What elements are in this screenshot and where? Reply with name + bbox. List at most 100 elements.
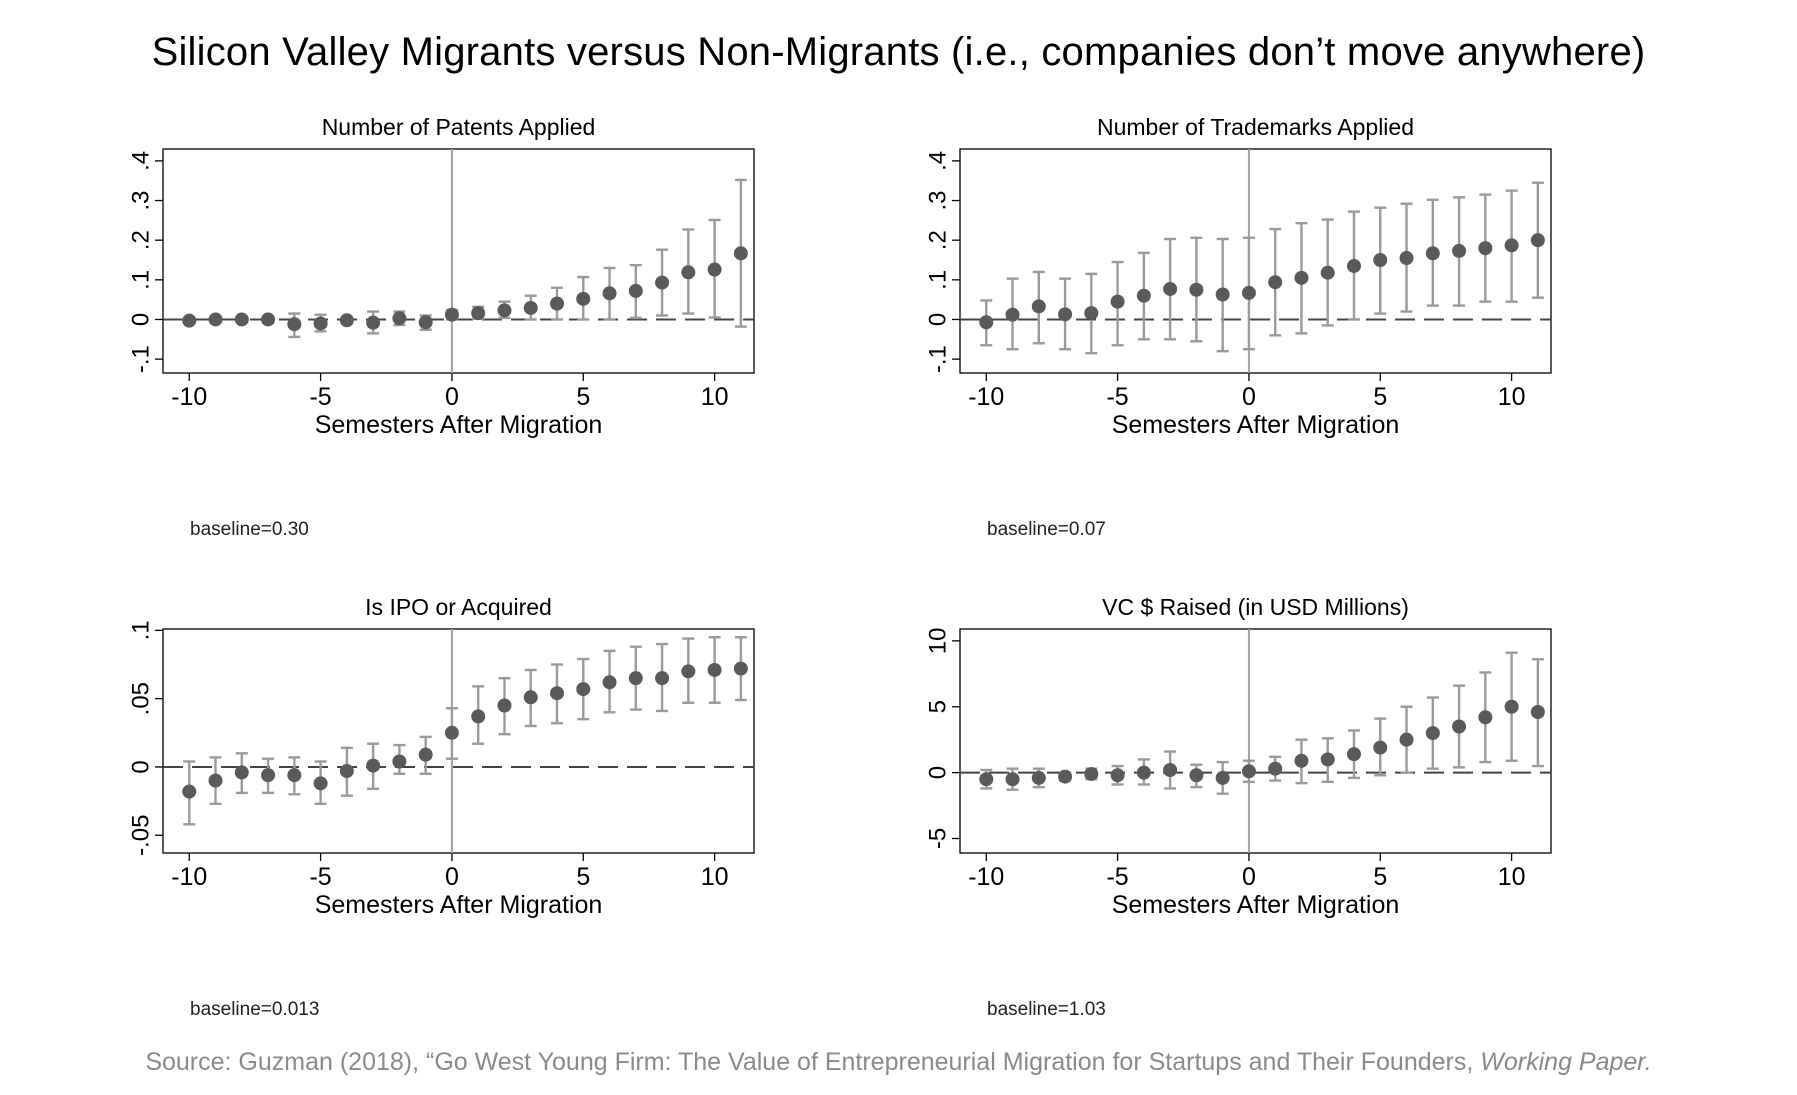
data-point: [287, 317, 302, 332]
data-point: [1504, 699, 1519, 714]
x-tick-label: -10: [968, 383, 1004, 411]
data-point: [1320, 752, 1335, 767]
chart-svg: Number of Patents Applied -10 -5 0 5 10 Semest…: [128, 114, 755, 439]
x-axis-label: Semesters After Migration: [315, 411, 603, 439]
data-point: [1478, 241, 1493, 256]
data-point: [313, 316, 328, 331]
data-point: [471, 709, 486, 724]
data-point: [1425, 726, 1440, 741]
data-point: [1163, 762, 1178, 777]
x-tick-label: 5: [1373, 863, 1387, 891]
source-citation: Source: Guzman (2018), “Go West Young Fi…: [0, 1048, 1797, 1077]
data-point: [1294, 753, 1309, 768]
data-point: [1320, 265, 1335, 280]
data-point: [1058, 769, 1073, 784]
baseline-note: baseline=0.30: [190, 519, 309, 540]
data-point: [523, 690, 538, 705]
data-point: [392, 311, 407, 326]
y-tick-label: 0: [925, 313, 952, 326]
y-tick-label: -.1: [128, 345, 155, 373]
x-axis-label: Semesters After Migration: [1112, 891, 1400, 919]
data-point: [1504, 238, 1519, 253]
data-point: [392, 754, 407, 769]
x-tick-label: 0: [445, 383, 459, 411]
data-point: [1478, 710, 1493, 725]
data-point: [655, 275, 670, 290]
data-point: [182, 313, 197, 328]
data-point: [444, 307, 459, 322]
y-tick-label: -.1: [925, 345, 952, 373]
data-point: [550, 296, 564, 311]
data-point: [1215, 287, 1230, 302]
data-point: [628, 671, 643, 686]
data-point: [444, 725, 459, 740]
data-point: [261, 768, 276, 783]
data-point: [1373, 740, 1388, 755]
data-point: [1268, 761, 1283, 776]
data-point: [655, 671, 670, 686]
baseline-note: baseline=0.07: [987, 519, 1106, 540]
data-point: [1241, 764, 1256, 779]
chart-svg: Is IPO or Acquired -10 -5 0 5 10 Semesters Aft…: [128, 594, 755, 919]
data-point: [1425, 246, 1440, 261]
data-point: [523, 300, 538, 315]
y-tick-label: .2: [128, 230, 155, 250]
plot-frame: [162, 148, 755, 374]
data-point: [1058, 307, 1073, 322]
data-point: [1136, 288, 1151, 303]
data-point: [1373, 253, 1388, 268]
data-point: [1452, 243, 1467, 258]
data-point: [707, 262, 722, 277]
data-point: [1163, 281, 1178, 296]
chart-panel-patents: Number of Patents Applied -10 -5 0 5 10 Semest…: [118, 114, 938, 585]
y-tick-label: .3: [925, 191, 952, 211]
chart-svg: Number of Trademarks Applied -10 -5 0 5 10 Sem…: [925, 114, 1552, 439]
data-point: [681, 265, 696, 280]
data-point: [366, 315, 381, 330]
data-point: [1005, 772, 1020, 787]
data-point: [1031, 299, 1046, 314]
x-tick-label: 5: [576, 863, 590, 891]
y-tick-label: .1: [128, 270, 155, 290]
y-tick-label: .3: [128, 191, 155, 211]
plot-frame: [162, 628, 755, 854]
x-tick-label: 10: [1498, 863, 1526, 891]
data-point: [366, 758, 381, 773]
data-point: [234, 765, 249, 780]
data-point: [208, 312, 223, 327]
x-tick-label: -5: [1106, 863, 1128, 891]
y-tick-label: .4: [925, 151, 952, 171]
chart-title: Number of Patents Applied: [322, 114, 596, 140]
y-tick-label: .2: [925, 230, 952, 250]
data-point: [313, 776, 328, 791]
data-point: [1347, 747, 1361, 762]
x-tick-label: 0: [1242, 383, 1256, 411]
data-point: [1268, 275, 1283, 290]
chart-svg: VC $ Raised (in USD Millions) -10 -5 0 5 10 Se…: [925, 594, 1552, 919]
baseline-note: baseline=0.013: [190, 999, 320, 1020]
y-tick-label: -5: [925, 828, 952, 849]
baseline-note: baseline=1.03: [987, 999, 1106, 1020]
data-point: [576, 291, 591, 306]
data-point: [261, 312, 276, 327]
chart-title: VC $ Raised (in USD Millions): [1102, 594, 1409, 620]
data-point: [497, 698, 512, 713]
data-point: [1189, 282, 1204, 297]
data-point: [1399, 251, 1414, 266]
data-point: [1110, 294, 1125, 309]
y-tick-label: -.05: [128, 815, 155, 856]
x-tick-label: 5: [1373, 383, 1387, 411]
data-point: [707, 662, 722, 677]
data-point: [1452, 719, 1467, 734]
data-point: [1530, 705, 1545, 720]
y-tick-label: .1: [925, 270, 952, 290]
data-point: [1084, 766, 1099, 781]
x-tick-label: -5: [309, 383, 331, 411]
chart-panel-ipo-acquired: Is IPO or Acquired -10 -5 0 5 10 Semesters Aft…: [118, 594, 938, 1065]
data-point: [550, 686, 564, 701]
data-point: [1189, 768, 1204, 783]
y-tick-label: 0: [925, 766, 952, 779]
data-point: [733, 246, 748, 261]
x-tick-label: -10: [968, 863, 1004, 891]
data-point: [182, 784, 197, 799]
